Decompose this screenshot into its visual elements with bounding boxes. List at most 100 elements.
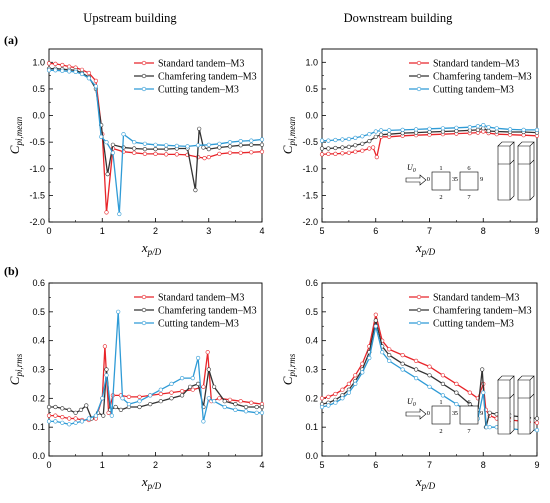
legend-label-standard: Standard tandem–M3 [158,59,244,70]
data-point-chamfering [73,410,78,415]
data-point-standard [326,394,331,400]
data-point-chamfering [475,127,481,132]
data-point-cutting [217,141,222,146]
y-tick-label: 0.5 [305,307,318,317]
x-tick-label: 1 [100,226,105,236]
y-tick-label: 0.6 [32,278,45,288]
data-point-standard [333,151,338,156]
data-point-chamfering [486,128,491,134]
data-point-standard [346,381,352,387]
data-point-chamfering [333,145,338,151]
data-point-chamfering [259,142,265,147]
data-point-chamfering [233,402,238,407]
inset-tap-label: 9 [480,410,483,417]
series-cutting [319,122,540,143]
data-point-standard [153,151,158,156]
data-point-cutting [206,396,211,401]
inset-flow-label: U0 [407,397,416,408]
series-cutting [46,68,265,217]
data-point-standard [158,391,163,397]
data-point-standard [206,155,211,160]
data-point-chamfering [373,134,378,139]
data-point-chamfering [46,404,52,410]
data-point-standard [534,420,540,425]
row-label-b: (b) [4,264,19,278]
data-point-cutting [487,425,492,430]
inset-tap-label: 5 [455,410,458,417]
y-tick-label: 0.1 [305,422,318,432]
data-point-cutting [319,404,325,410]
legend-marker-cutting [416,320,422,326]
data-point-cutting [414,376,419,381]
y-axis-label: Cpi,rms [7,353,24,385]
data-point-cutting [201,419,206,424]
data-point-standard [340,387,345,392]
x-tick-label: 5 [319,460,324,470]
series-chamfering [46,367,265,421]
data-point-cutting [137,399,142,404]
data-point-cutting [120,396,125,401]
data-point-standard [427,364,432,369]
data-point-cutting [79,71,85,77]
y-tick-label: 0.3 [305,365,318,375]
data-point-chamfering [534,416,540,421]
data-point-chamfering [104,367,109,372]
data-point-cutting [104,373,109,378]
data-point-standard [367,146,372,151]
data-point-standard [102,344,107,349]
upstream-tower-icon [497,375,515,435]
data-point-chamfering [53,404,58,410]
data-point-chamfering [148,402,153,407]
data-point-standard [227,397,233,402]
data-point-chamfering [206,147,211,152]
inset-tap-label: 1 [439,399,442,406]
legend-label-cutting: Cutting tandem–M3 [433,85,514,96]
data-point-chamfering [387,132,392,137]
flow-arrow-icon [405,174,427,186]
inset-tap-label: 9 [480,176,483,183]
data-point-cutting [508,127,513,132]
inset-tap-label: 0 [427,176,430,183]
data-point-standard [360,148,365,153]
y-tick-label: -2.0 [29,217,45,227]
x-tick-label: 2 [153,226,158,236]
data-point-chamfering [387,353,392,358]
row-label-a: (a) [4,33,18,47]
data-point-cutting [180,376,185,381]
data-point-chamfering [217,145,222,150]
downstream-tower-icon [517,141,535,201]
legend-marker-standard [141,294,147,300]
data-point-standard [93,78,98,83]
y-tick-label: 0.5 [32,307,45,317]
data-point-standard [202,156,207,161]
data-point-cutting [373,129,378,134]
y-axis-label-sub: pi,rms [287,353,297,377]
data-point-cutting [227,140,233,145]
data-point-chamfering [346,144,352,149]
data-point-chamfering [153,147,158,152]
inset-flow-sub: 0 [413,168,416,174]
y-tick-label: -2.0 [302,217,318,227]
y-tick-label: 0.2 [32,393,45,403]
x-axis-label-main: x [141,240,148,255]
data-point-chamfering [454,390,459,395]
inset-tap-label: 1 [439,165,442,172]
data-point-cutting [73,69,78,74]
data-point-standard [353,373,358,378]
data-point-cutting [326,138,331,143]
data-point-chamfering [238,143,243,148]
data-point-chamfering [326,146,331,151]
data-point-cutting [440,126,446,131]
data-point-cutting [440,393,446,398]
legend-label-standard: Standard tandem–M3 [158,293,244,304]
legend-marker-standard [416,60,422,66]
data-point-cutting [206,142,211,147]
data-point-chamfering [319,146,325,151]
data-point-chamfering [142,147,147,152]
data-point-standard [346,150,352,155]
data-point-chamfering [340,145,345,150]
data-point-cutting [494,126,499,131]
y-axis-label-main: C [7,376,22,385]
x-tick-label: 9 [534,460,539,470]
